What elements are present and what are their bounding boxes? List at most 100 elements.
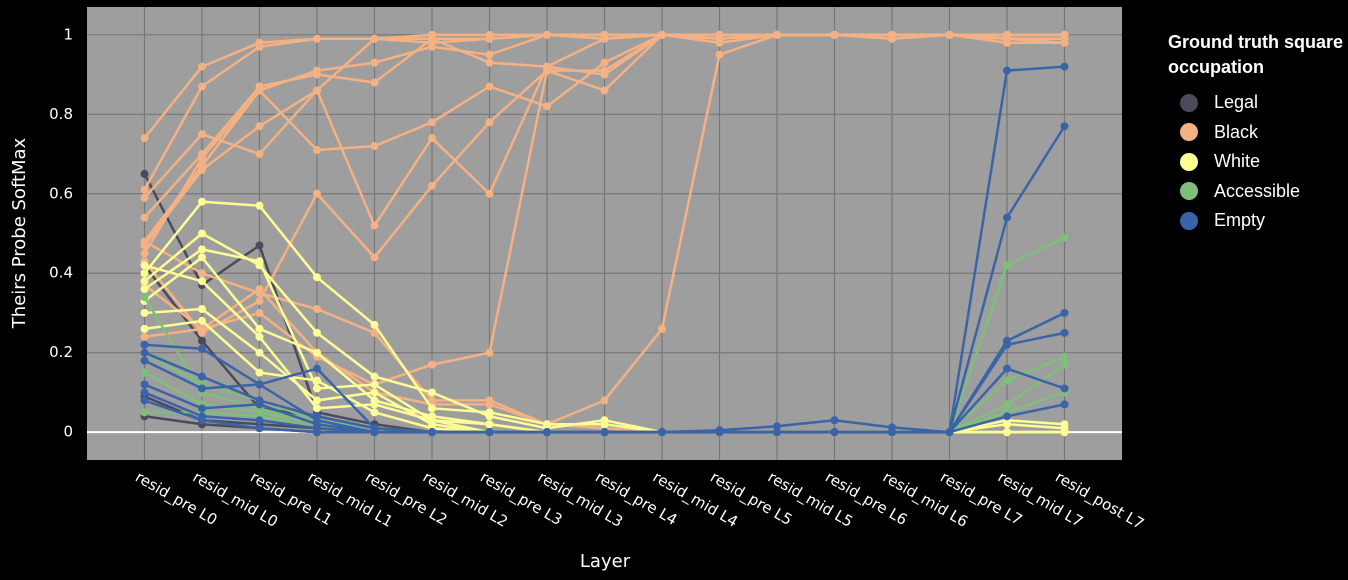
- point: [600, 428, 609, 437]
- point: [370, 34, 379, 43]
- point: [1003, 364, 1011, 373]
- legend-item[interactable]: Accessible: [1168, 177, 1348, 207]
- legend-item[interactable]: Legal: [1168, 88, 1348, 118]
- point: [370, 372, 379, 381]
- point: [715, 428, 724, 437]
- point: [313, 328, 321, 337]
- point: [255, 241, 264, 250]
- point: [140, 324, 149, 333]
- point: [428, 42, 436, 51]
- point: [370, 221, 379, 230]
- point: [428, 388, 436, 397]
- point: [140, 368, 149, 377]
- point: [313, 146, 321, 155]
- point: [255, 297, 264, 306]
- point: [313, 305, 321, 313]
- point: [313, 66, 321, 75]
- point: [428, 34, 436, 43]
- legend-item[interactable]: White: [1168, 147, 1348, 177]
- point: [198, 384, 206, 393]
- point: [140, 332, 149, 341]
- point: [485, 400, 494, 409]
- point: [370, 408, 379, 417]
- point: [255, 380, 264, 389]
- point: [428, 360, 436, 369]
- point: [1003, 66, 1011, 75]
- point: [198, 229, 206, 238]
- point: [428, 416, 436, 425]
- point: [255, 400, 264, 409]
- point: [370, 400, 379, 409]
- point: [140, 249, 149, 258]
- point: [255, 42, 264, 51]
- point: [140, 408, 149, 417]
- point: [370, 328, 379, 337]
- legend-swatch: [1180, 123, 1198, 142]
- point: [1003, 261, 1011, 270]
- point: [140, 348, 149, 357]
- point: [600, 66, 609, 75]
- point: [140, 396, 149, 405]
- point: [485, 348, 494, 357]
- point: [198, 197, 206, 206]
- point: [1003, 340, 1011, 349]
- point: [198, 404, 206, 413]
- point: [255, 332, 264, 341]
- legend-label: Black: [1214, 121, 1259, 142]
- point: [198, 130, 206, 139]
- point: [370, 142, 379, 151]
- point: [1003, 428, 1011, 437]
- point: [428, 181, 436, 190]
- point: [485, 50, 494, 59]
- point: [198, 316, 206, 325]
- point: [1060, 384, 1069, 393]
- point: [428, 404, 436, 413]
- point: [1003, 376, 1011, 385]
- point: [313, 428, 321, 437]
- point: [1003, 30, 1011, 39]
- point: [888, 428, 896, 437]
- point: [658, 30, 666, 39]
- point: [198, 165, 206, 174]
- point: [198, 305, 206, 313]
- point: [370, 428, 379, 437]
- point: [140, 388, 149, 397]
- point: [1060, 360, 1069, 369]
- point: [658, 428, 666, 437]
- point: [198, 416, 206, 425]
- point: [313, 404, 321, 413]
- point: [1060, 400, 1069, 409]
- point: [1060, 30, 1069, 39]
- point: [198, 269, 206, 278]
- point: [1060, 38, 1069, 47]
- point: [715, 34, 724, 43]
- point: [485, 428, 494, 437]
- y-axis-label: Theirs Probe SoftMax: [9, 137, 30, 329]
- legend: Ground truth square occupation Legal Blac…: [1168, 30, 1348, 236]
- point: [313, 364, 321, 373]
- point: [140, 193, 149, 202]
- point: [485, 34, 494, 43]
- point: [1060, 122, 1069, 131]
- point: [313, 384, 321, 393]
- point: [255, 201, 264, 210]
- point: [1060, 328, 1069, 337]
- point: [140, 269, 149, 278]
- point: [888, 30, 896, 39]
- point: [255, 257, 264, 266]
- legend-swatch: [1180, 93, 1198, 112]
- point: [313, 273, 321, 282]
- point: [600, 34, 609, 43]
- y-tick-label: 1: [63, 25, 73, 43]
- point: [140, 213, 149, 222]
- point: [1060, 308, 1069, 317]
- point: [715, 50, 724, 59]
- x-axis-label: Layer: [580, 551, 631, 572]
- point: [485, 412, 494, 421]
- legend-title: Ground truth square occupation: [1168, 32, 1343, 77]
- y-tick-label: 0.8: [49, 105, 73, 123]
- legend-item[interactable]: Empty: [1168, 206, 1348, 236]
- legend-item[interactable]: Black: [1168, 118, 1348, 148]
